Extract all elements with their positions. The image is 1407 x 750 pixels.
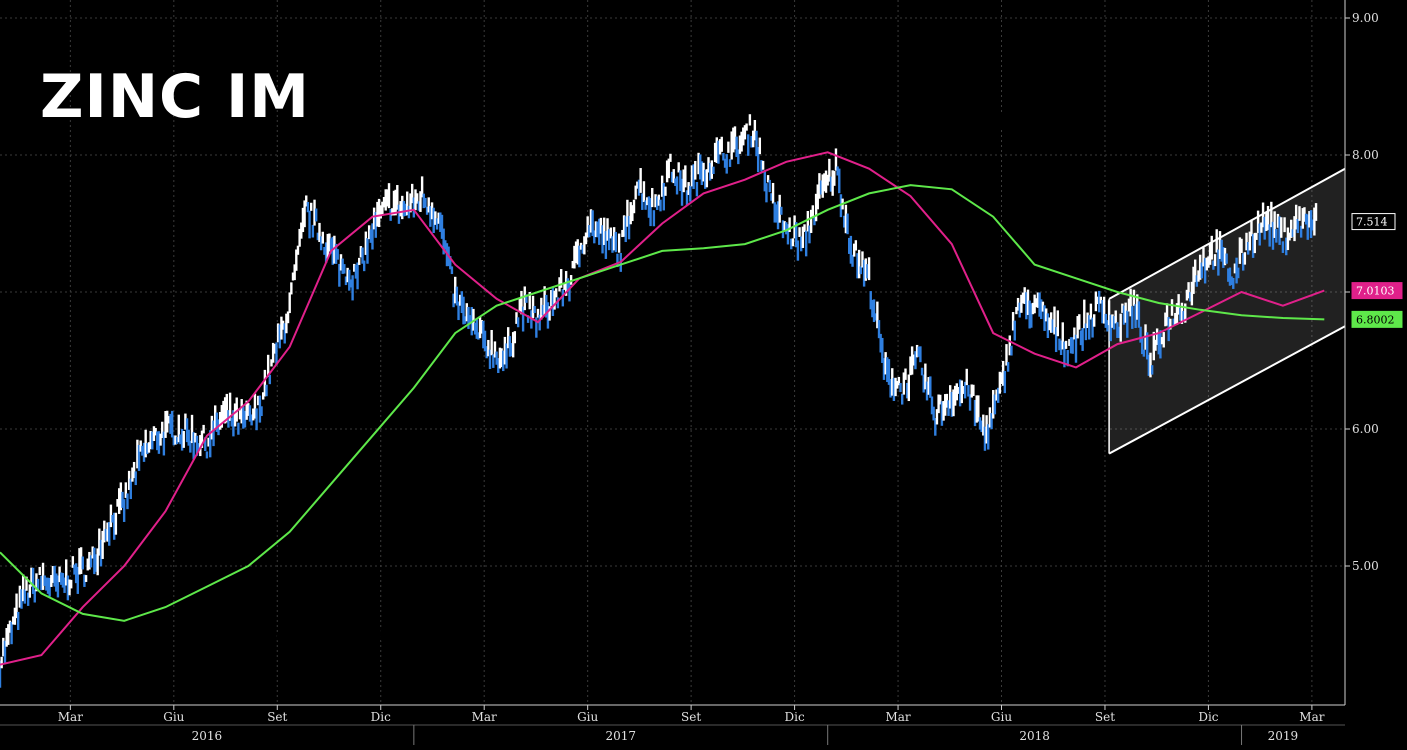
y-tick-label: 5.00 [1352, 559, 1379, 573]
chart-title: ZINC IM [40, 62, 310, 132]
x-tick-label: Giu [163, 710, 184, 724]
last-value-badges: 7.514 7.0103 6.8002 [1351, 213, 1403, 328]
x-tick-label: Giu [991, 710, 1012, 724]
ma200-line [0, 184, 1325, 622]
x-tick-label: Dic [1198, 710, 1218, 724]
badge-label-ma200: 6.8002 [1356, 313, 1395, 326]
ma65-line [0, 151, 1325, 666]
x-tick-label: Mar [1299, 710, 1324, 724]
x-tick-label: Set [267, 710, 287, 724]
y-tick-label: 8.00 [1352, 148, 1379, 162]
channel-upper-line [1108, 167, 1346, 300]
badge-label-ma65: 7.0103 [1356, 285, 1395, 298]
axes: 9.008.007.006.005.00MarGiuSetDicMarGiuSe… [0, 0, 1379, 745]
x-tick-label: Mar [472, 710, 497, 724]
x-tick-label: Dic [784, 710, 804, 724]
ma200-annotation: media mobile 200 gg [145, 620, 465, 651]
x-year-label: 2016 [192, 729, 223, 743]
badge-ma65 [1351, 282, 1403, 300]
x-year-label: 2017 [605, 729, 636, 743]
badge-label-price: 7.514 [1356, 216, 1388, 229]
x-tick-label: Mar [58, 710, 83, 724]
y-tick-label: 9.00 [1352, 11, 1379, 25]
channel-lower-line [1108, 325, 1346, 455]
x-tick-label: Set [681, 710, 701, 724]
x-tick-label: Mar [885, 710, 910, 724]
ma65-annotation: media mobile 65 gg [896, 104, 1197, 135]
price-bars [0, 114, 1318, 688]
x-tick-label: Set [1095, 710, 1115, 724]
badge-price [1351, 213, 1396, 231]
x-tick-label: Dic [371, 710, 391, 724]
moving-averages [0, 151, 1325, 666]
badge-ma200 [1351, 310, 1403, 328]
x-tick-label: Giu [577, 710, 598, 724]
x-year-label: 2019 [1268, 729, 1299, 743]
y-tick-label: 6.00 [1352, 422, 1379, 436]
x-year-label: 2018 [1019, 729, 1050, 743]
